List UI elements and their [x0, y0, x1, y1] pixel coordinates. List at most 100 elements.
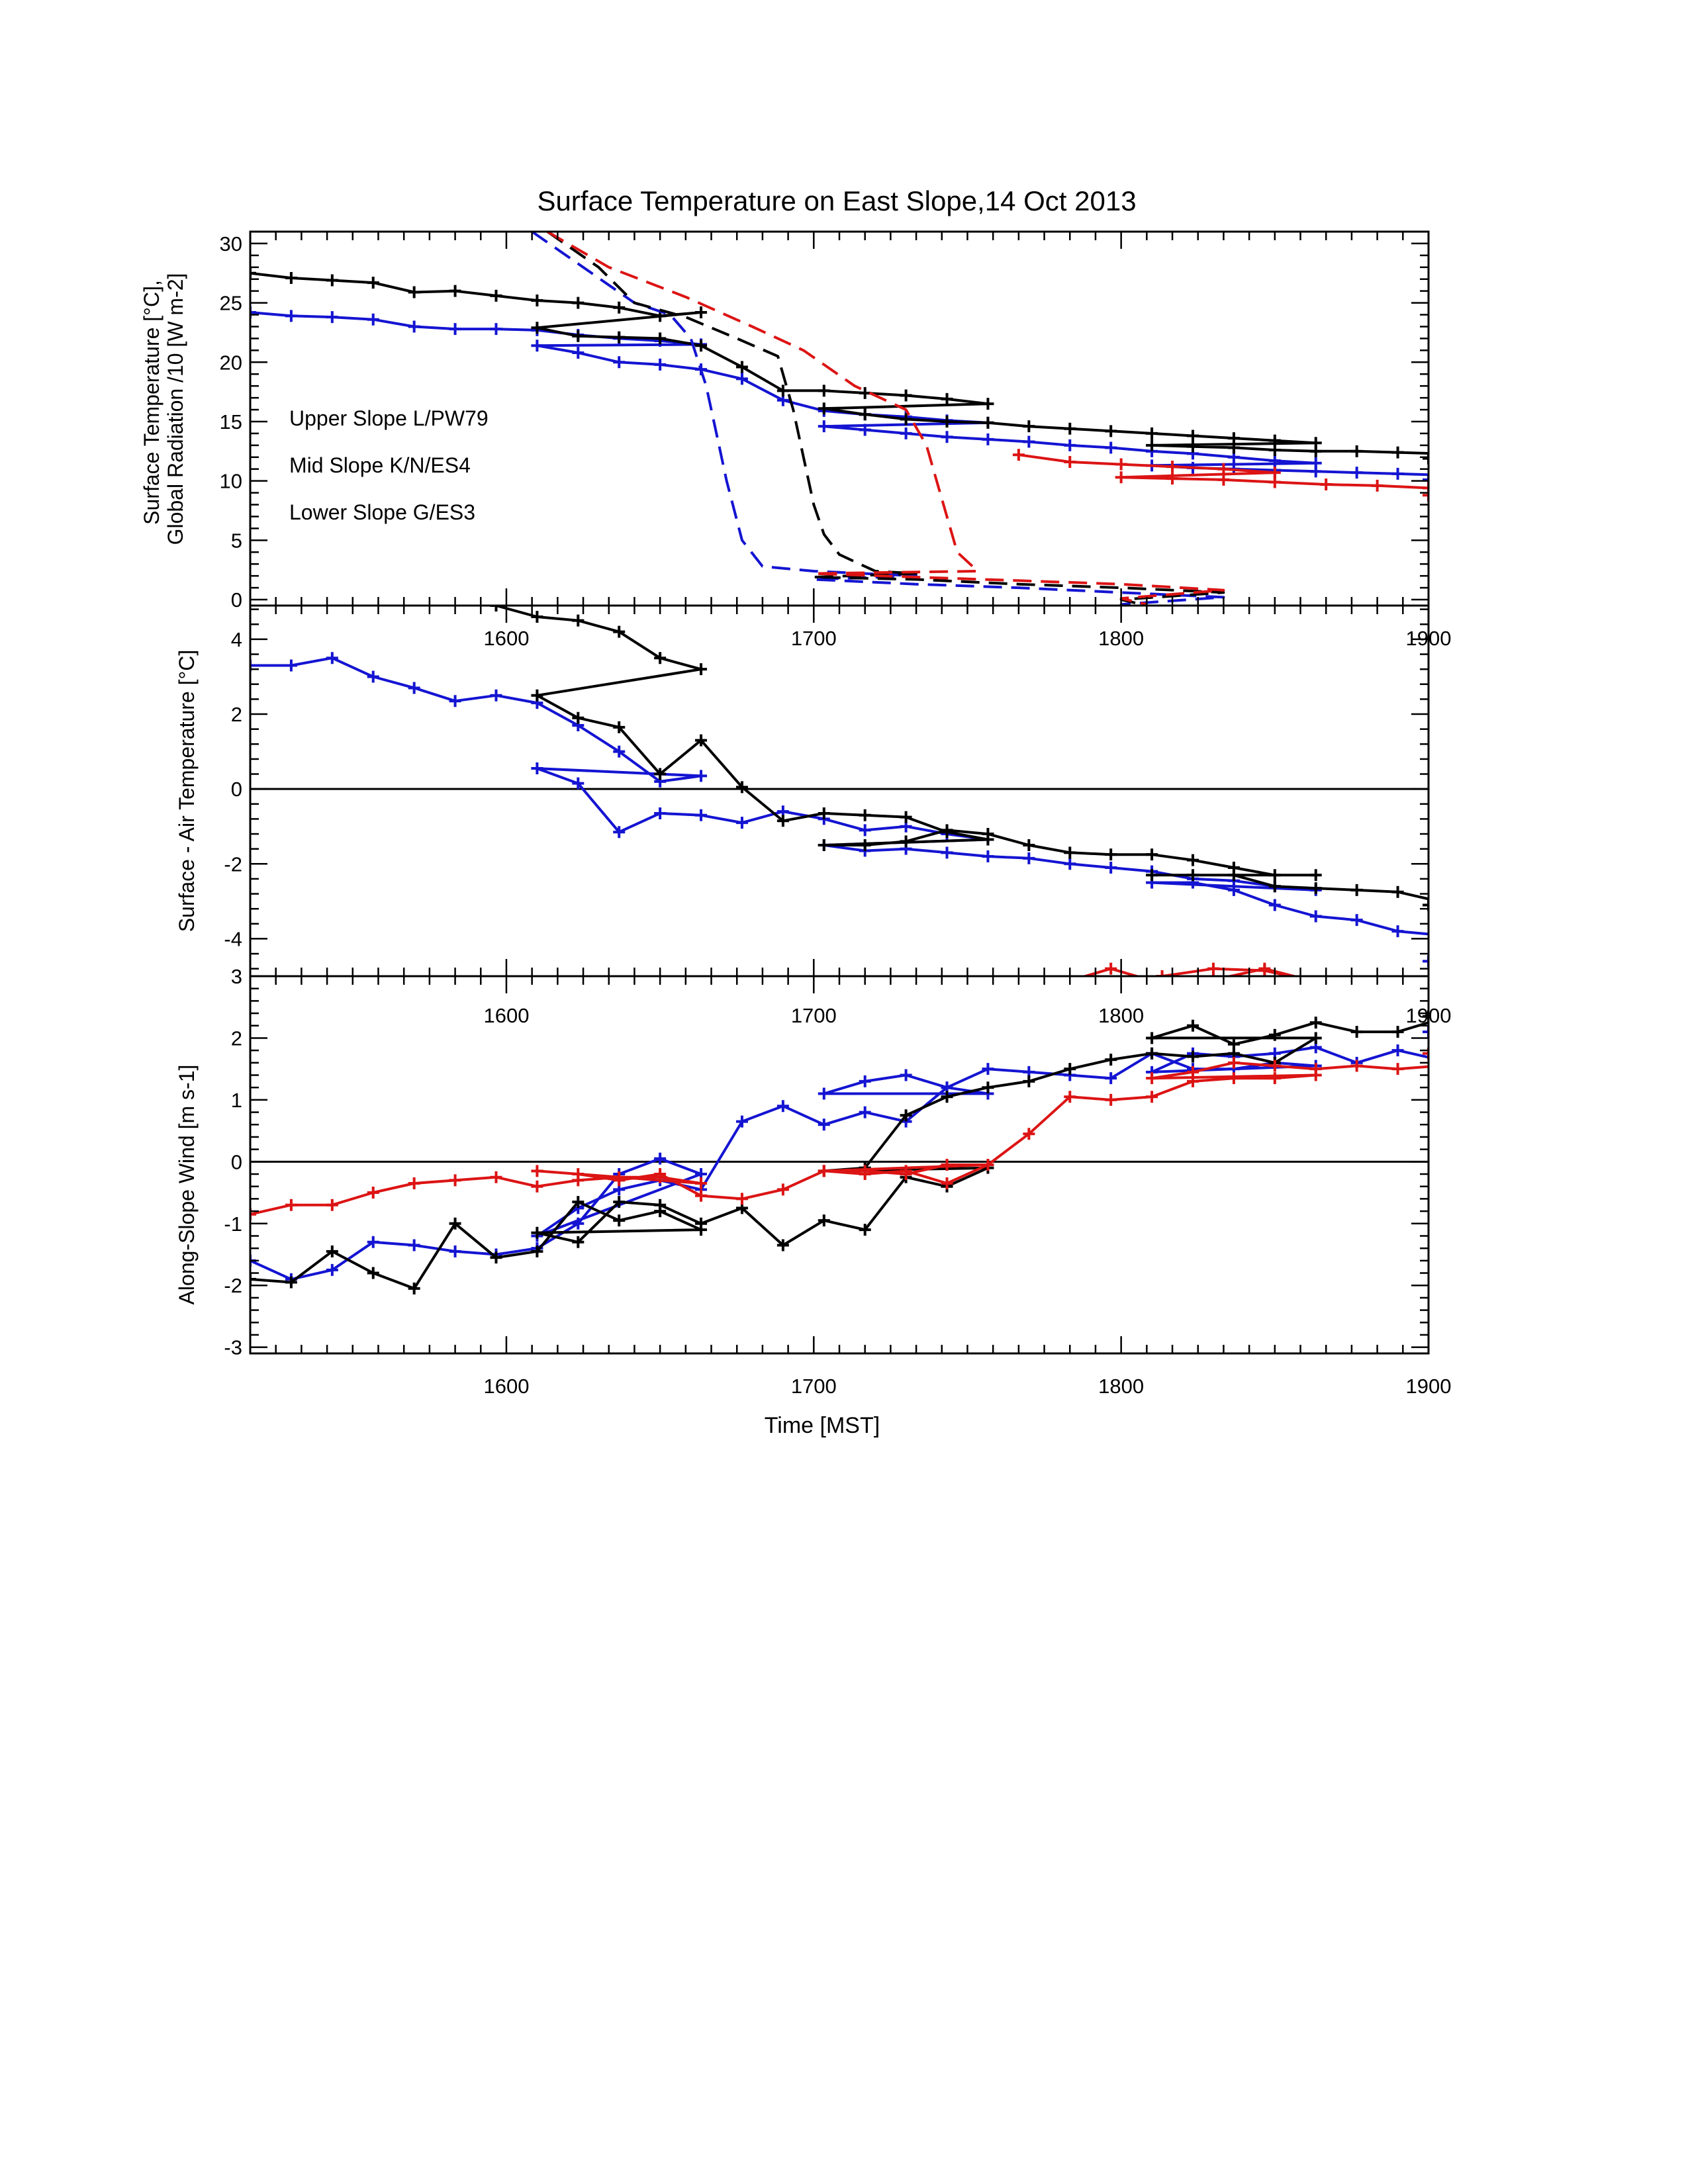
data-point-upper — [326, 311, 338, 324]
data-point-lower — [1350, 1060, 1363, 1072]
data-point-upper — [572, 1217, 585, 1230]
data-point-upper — [613, 745, 626, 758]
y-tick-label: 4 — [231, 628, 242, 651]
data-point-mid — [1268, 444, 1281, 457]
data-point-lower — [1391, 1063, 1404, 1075]
data-point-lower — [1115, 458, 1127, 471]
data-point-mid — [1474, 1035, 1485, 1047]
data-point-lower — [408, 1177, 420, 1190]
data-point-mid — [1597, 453, 1609, 465]
data-point-mid — [1309, 1032, 1322, 1044]
data-point-upper — [1556, 1032, 1568, 1044]
y-tick-label: 10 — [220, 470, 242, 493]
data-point-lower — [1115, 471, 1127, 484]
data-point-lower — [1474, 1060, 1485, 1071]
data-point-mid — [982, 828, 994, 841]
data-point-upper — [408, 1239, 420, 1251]
data-point-upper — [1309, 910, 1322, 923]
data-point-upper — [1309, 465, 1322, 478]
data-point-mid — [613, 721, 626, 733]
legend-item-lower: Lower Slope G/ES3 — [289, 500, 475, 524]
data-point-mid — [1391, 886, 1404, 898]
data-point-upper — [735, 817, 748, 829]
y-tick-label: -1 — [224, 1212, 242, 1236]
data-point-upper — [1515, 471, 1526, 483]
data-point-upper — [941, 431, 953, 443]
data-point-mid — [695, 734, 708, 747]
data-point-lower — [1371, 479, 1383, 492]
panel-top: 0 5 10 15 20 25 30 Upper Slope L/PW79 Mid Slop… — [140, 230, 1609, 612]
data-point-mid — [1064, 846, 1076, 859]
data-point-mid — [531, 295, 543, 307]
data-point-mid — [818, 402, 830, 415]
y-tick-label: 2 — [231, 1026, 242, 1050]
data-point-mid — [439, 588, 451, 600]
data-point-upper — [285, 659, 297, 672]
data-point-upper — [613, 356, 626, 369]
data-point-upper — [1227, 884, 1240, 896]
y-tick-label: 3 — [231, 965, 242, 988]
data-point-mid — [1187, 430, 1199, 442]
data-point-mid — [900, 389, 912, 402]
data-point-upper — [326, 1263, 338, 1276]
data-point-upper — [1515, 1050, 1526, 1062]
data-point-mid — [490, 289, 502, 302]
data-point-mid — [572, 711, 585, 724]
data-point-lower — [1207, 962, 1219, 975]
x-tick-label-inner: 1700 — [791, 1004, 837, 1027]
series-line-upper — [250, 1030, 1429, 1281]
data-point-mid — [1064, 1063, 1076, 1075]
data-point-mid — [1146, 848, 1158, 861]
data-point-mid — [1187, 854, 1199, 866]
data-point-mid — [490, 606, 502, 612]
data-point-lower — [941, 1159, 953, 1171]
data-point-upper — [735, 1115, 748, 1128]
data-point-mid — [613, 301, 626, 314]
data-point-lower — [1217, 473, 1230, 486]
data-point-upper — [1423, 955, 1429, 968]
data-point-lower — [1156, 970, 1168, 976]
data-point-mid — [859, 1224, 871, 1236]
axes-bottom: -3 -2 -1 0 1 2 3 1600 1700 1800 1900 1600 1700 1800 19… — [224, 965, 1451, 1398]
data-point-mid — [1146, 869, 1158, 882]
data-point-upper — [859, 1106, 871, 1118]
data-point-mid — [1268, 1028, 1281, 1041]
data-point-upper — [859, 824, 871, 837]
data-point-lower — [1217, 463, 1230, 475]
series-line-mid — [250, 271, 1429, 460]
data-point-mid — [859, 408, 871, 421]
data-point-mid — [1146, 1047, 1158, 1060]
y-tick-label: -2 — [224, 852, 242, 876]
data-point-mid — [1187, 1019, 1199, 1032]
data-point-lower — [735, 1193, 748, 1205]
data-point-mid — [1268, 869, 1281, 882]
plot-area-middle — [250, 588, 1526, 987]
y-tick-label: 20 — [220, 351, 242, 374]
y-axis-label-top-line1: Surface Temperature [°C], — [140, 280, 164, 525]
data-point-mid — [1515, 891, 1526, 903]
data-point-mid — [941, 824, 953, 837]
data-point-upper — [1391, 1044, 1404, 1057]
data-point-upper — [367, 670, 379, 683]
data-point-mid — [654, 768, 667, 780]
data-point-lower — [1310, 976, 1322, 987]
data-point-lower — [1166, 473, 1179, 485]
data-point-lower — [285, 1199, 297, 1211]
data-point-mid — [572, 1236, 585, 1248]
data-point-upper — [1105, 441, 1117, 454]
chart-title: Surface Temperature on East Slope,14 Oct… — [537, 185, 1136, 216]
data-point-lower — [1012, 449, 1025, 461]
data-point-upper — [572, 777, 585, 790]
data-point-upper — [900, 1069, 912, 1081]
x-tick-label-inner: 1700 — [791, 627, 837, 650]
data-point-upper — [1064, 439, 1076, 451]
data-point-mid — [1105, 425, 1117, 437]
data-point-mid — [900, 1109, 912, 1122]
data-point-lower — [1423, 1047, 1429, 1060]
data-point-mid — [1515, 1023, 1526, 1034]
data-point-lower — [1064, 1091, 1076, 1103]
data-point-lower — [1023, 1128, 1035, 1140]
data-point-mid — [326, 274, 338, 287]
data-point-lower — [818, 1165, 830, 1177]
data-point-mid — [367, 277, 379, 289]
